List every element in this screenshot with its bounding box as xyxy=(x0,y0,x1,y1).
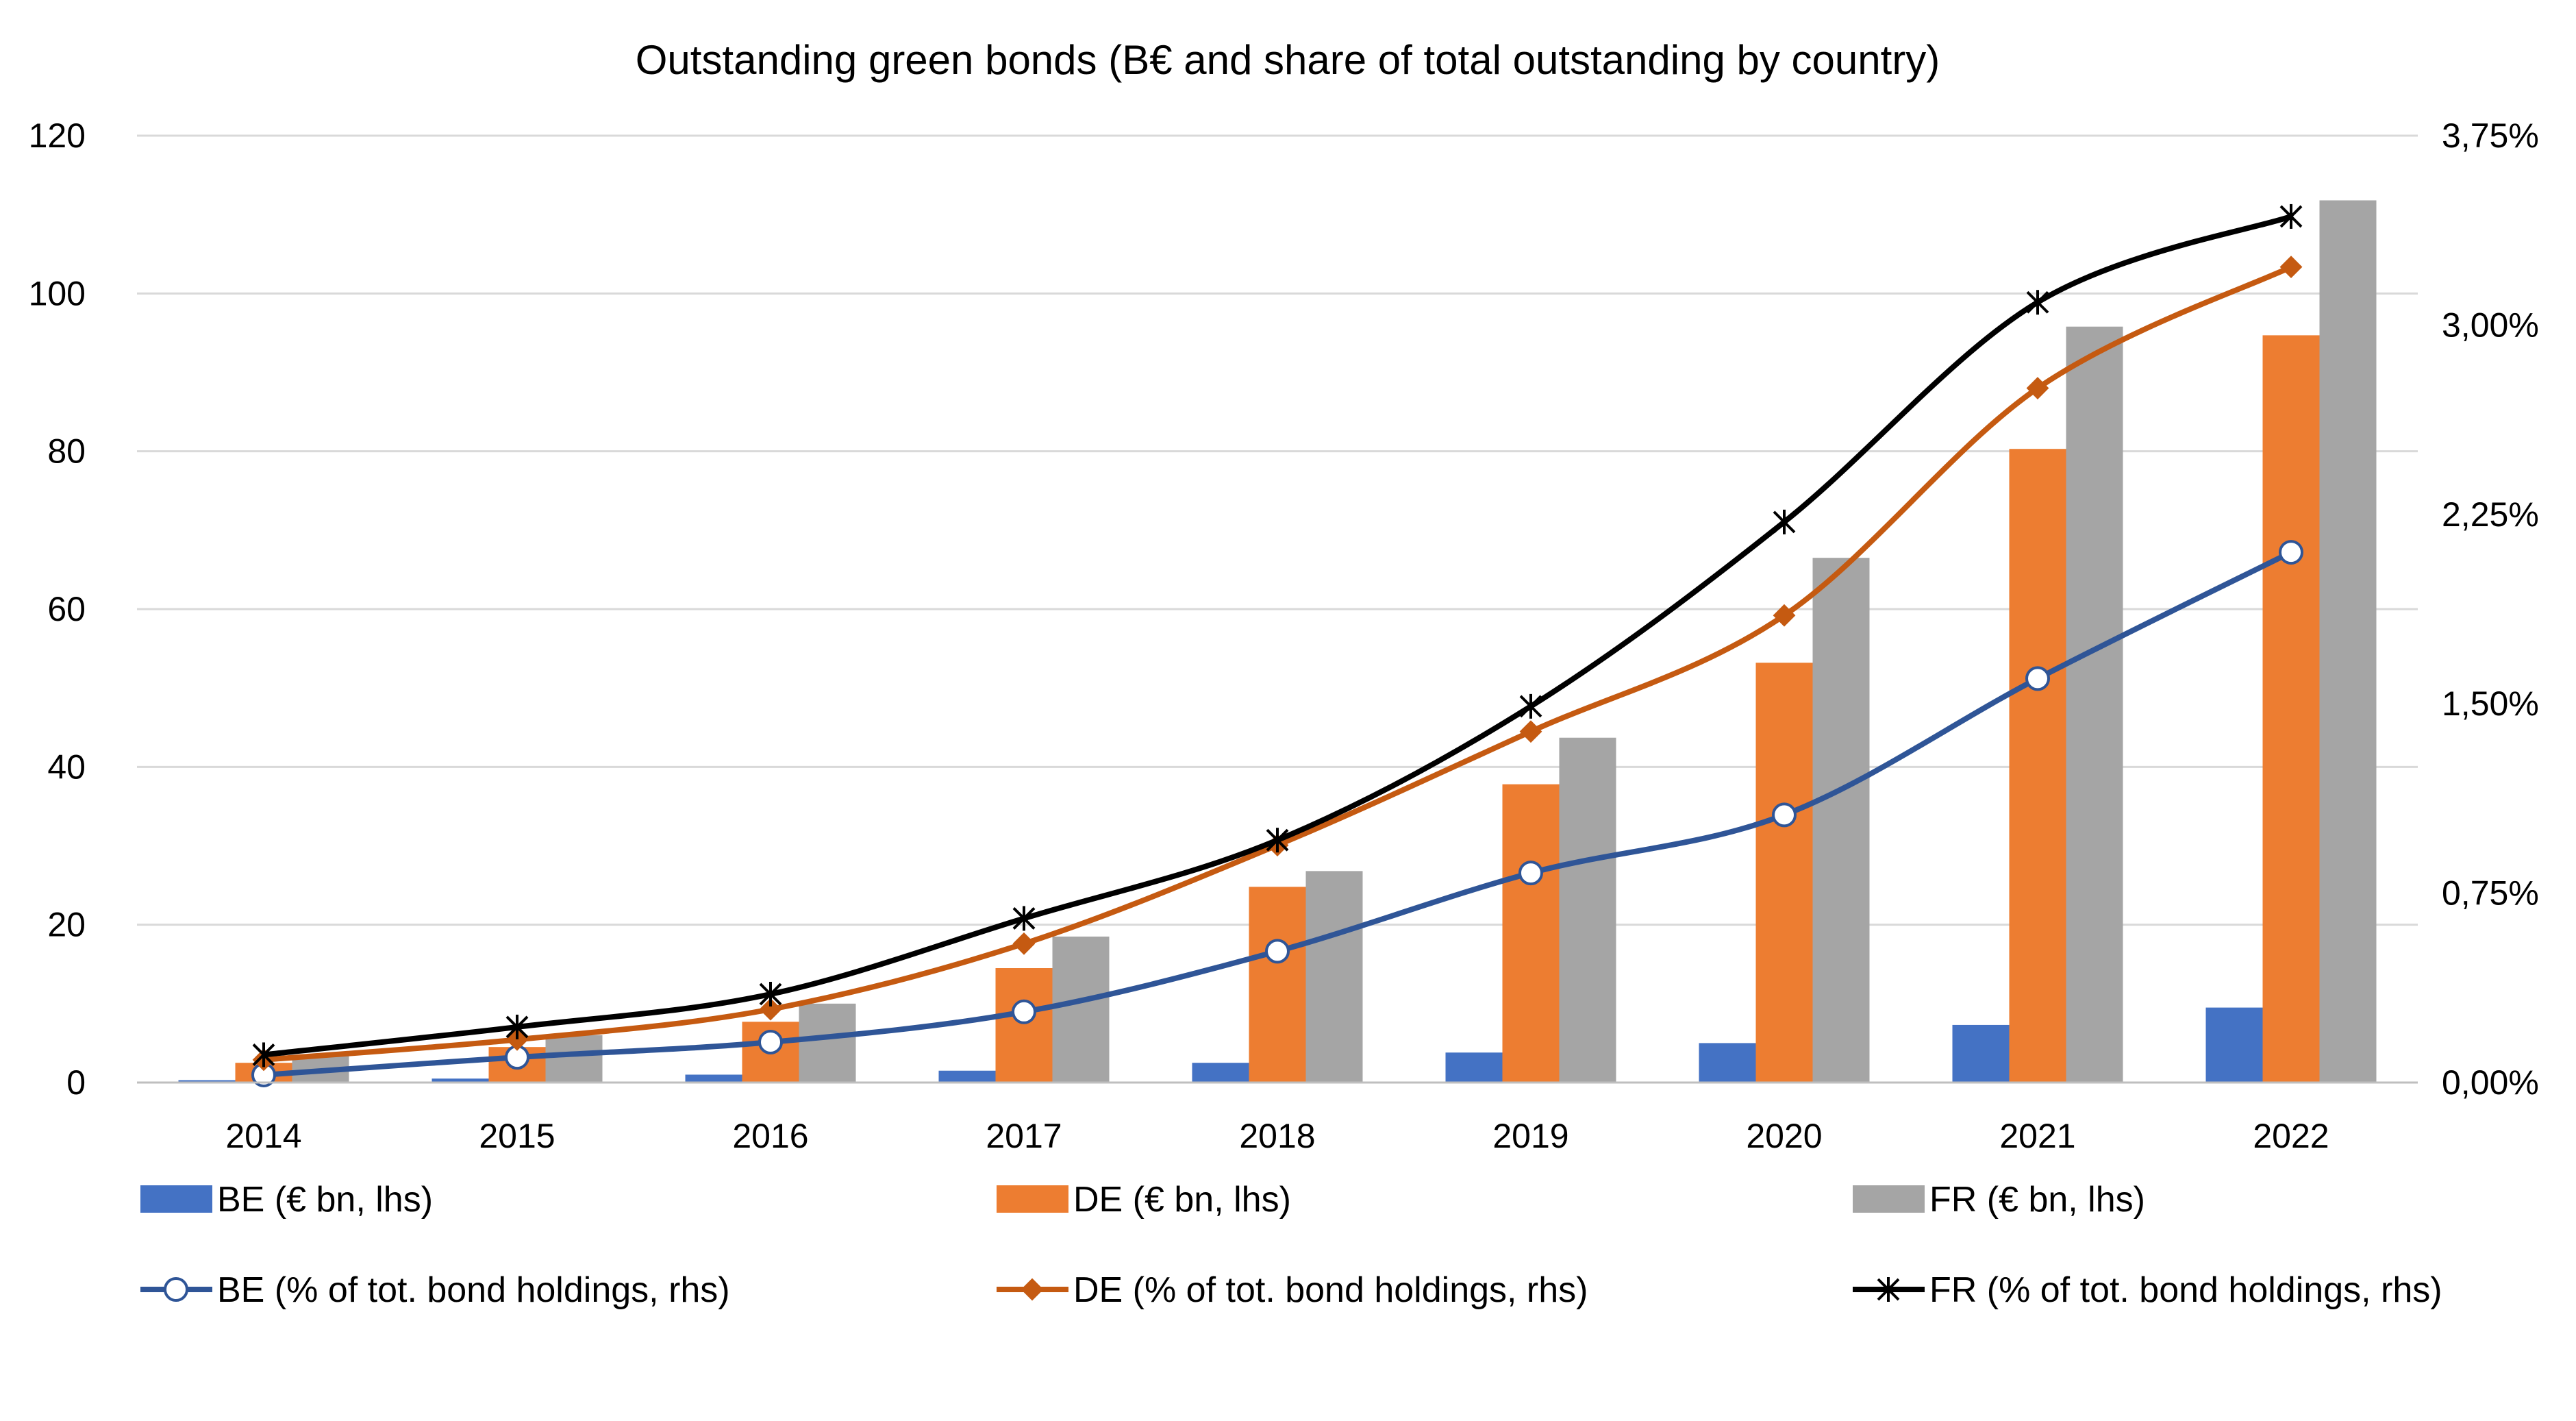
marker-BE (% of tot. bond holdings, rhs) xyxy=(1772,802,1797,828)
marker-FR (% of tot. bond holdings, rhs) xyxy=(2026,290,2049,315)
marker-FR (% of tot. bond holdings, rhs) xyxy=(1773,509,1796,534)
marker-DE (% of tot. bond holdings, rhs) xyxy=(1773,604,1796,627)
bar-FR (€ bn, lhs) xyxy=(1305,871,1363,1083)
legend-label: BE (% of tot. bond holdings, rhs) xyxy=(217,1270,730,1310)
x-tick-label: 2017 xyxy=(986,1117,1062,1155)
y-left-tick-label: 40 xyxy=(47,747,86,786)
legend-label: DE (% of tot. bond holdings, rhs) xyxy=(1073,1270,1588,1310)
legend-label: FR (% of tot. bond holdings, rhs) xyxy=(1929,1270,2442,1310)
legend-swatch xyxy=(140,1185,212,1213)
bar-DE (€ bn, lhs) xyxy=(1502,784,1560,1083)
x-tick-label: 2019 xyxy=(1492,1117,1568,1155)
marker-BE (% of tot. bond holdings, rhs) xyxy=(2279,540,2303,565)
y-left-tick-label: 0 xyxy=(66,1063,86,1102)
x-tick-label: 2015 xyxy=(479,1117,555,1155)
legend-swatch xyxy=(997,1185,1068,1213)
marker-FR (% of tot. bond holdings, rhs) xyxy=(1266,828,1289,853)
axes: 0 20 40 60 80 100 120 0,00% 0,75% 1,50% 2,25% 3,00%… xyxy=(29,116,2539,1155)
y-right-tick-label: 3,75% xyxy=(2442,116,2539,155)
bar-DE (€ bn, lhs) xyxy=(2009,449,2066,1083)
legend-marker xyxy=(1021,1278,1044,1301)
bar-FR (€ bn, lhs) xyxy=(1052,936,1110,1083)
y-right-tick-label: 0,75% xyxy=(2442,874,2539,913)
marker-DE (% of tot. bond holdings, rhs) xyxy=(759,998,782,1021)
marker-BE (% of tot. bond holdings, rhs) xyxy=(1012,999,1036,1024)
bars xyxy=(178,200,2377,1083)
line-DE (% of tot. bond holdings, rhs) xyxy=(263,264,2292,1063)
bar-DE (€ bn, lhs) xyxy=(1755,663,1813,1083)
legend-label: FR (€ bn, lhs) xyxy=(1929,1180,2145,1220)
legend-label: BE (€ bn, lhs) xyxy=(217,1180,433,1220)
marker-BE (% of tot. bond holdings, rhs) xyxy=(758,1030,783,1055)
marker-FR (% of tot. bond holdings, rhs) xyxy=(505,1014,529,1039)
series-lines xyxy=(251,203,2303,1087)
y-left-tick-label: 20 xyxy=(47,906,86,944)
chart-title: Outstanding green bonds (B€ and share of… xyxy=(636,37,1940,83)
bar-DE (€ bn, lhs) xyxy=(2262,335,2320,1083)
marker-BE (% of tot. bond holdings, rhs) xyxy=(1518,861,1543,886)
marker-FR (% of tot. bond holdings, rhs) xyxy=(1012,906,1036,931)
bar-FR (€ bn, lhs) xyxy=(1559,737,1616,1083)
bar-BE (€ bn, lhs) xyxy=(938,1070,996,1083)
legend: BE (€ bn, lhs) DE (€ bn, lhs) FR (€ bn, lh… xyxy=(140,1180,2442,1310)
legend-label: DE (€ bn, lhs) xyxy=(1073,1180,1291,1220)
bar-BE (€ bn, lhs) xyxy=(2205,1007,2263,1083)
bar-FR (€ bn, lhs) xyxy=(545,1035,603,1083)
marker-DE (% of tot. bond holdings, rhs) xyxy=(1519,720,1542,743)
bar-BE (€ bn, lhs) xyxy=(1952,1024,2010,1083)
marker-DE (% of tot. bond holdings, rhs) xyxy=(2026,377,2049,399)
marker-BE (% of tot. bond holdings, rhs) xyxy=(1265,939,1290,964)
y-right-tick-label: 0,00% xyxy=(2442,1063,2539,1102)
x-tick-label: 2018 xyxy=(1239,1117,1315,1155)
bar-DE (€ bn, lhs) xyxy=(995,968,1053,1083)
bar-DE (€ bn, lhs) xyxy=(1249,887,1306,1083)
y-right-tick-label: 3,00% xyxy=(2442,306,2539,344)
marker-FR (% of tot. bond holdings, rhs) xyxy=(2279,203,2303,229)
bar-FR (€ bn, lhs) xyxy=(2066,326,2123,1083)
marker-DE (% of tot. bond holdings, rhs) xyxy=(505,1028,529,1051)
x-tick-label: 2020 xyxy=(1746,1117,1822,1155)
y-left-tick-label: 80 xyxy=(47,432,86,471)
marker-DE (% of tot. bond holdings, rhs) xyxy=(1012,932,1036,955)
x-tick-label: 2016 xyxy=(732,1117,808,1155)
marker-FR (% of tot. bond holdings, rhs) xyxy=(759,982,782,1007)
bar-BE (€ bn, lhs) xyxy=(1699,1043,1756,1083)
y-left-tick-label: 60 xyxy=(47,590,86,628)
bar-FR (€ bn, lhs) xyxy=(799,1003,856,1083)
y-right-tick-label: 1,50% xyxy=(2442,684,2539,723)
line-FR (% of tot. bond holdings, rhs) xyxy=(263,214,2292,1058)
bar-FR (€ bn, lhs) xyxy=(1812,558,1870,1083)
bar-BE (€ bn, lhs) xyxy=(1192,1063,1249,1083)
marker-FR (% of tot. bond holdings, rhs) xyxy=(1519,693,1542,719)
x-tick-label: 2014 xyxy=(225,1117,301,1155)
marker-BE (% of tot. bond holdings, rhs) xyxy=(2025,666,2050,691)
bar-BE (€ bn, lhs) xyxy=(178,1080,236,1083)
y-left-tick-label: 100 xyxy=(29,274,86,312)
bar-BE (€ bn, lhs) xyxy=(432,1078,489,1083)
legend-swatch xyxy=(1853,1185,1925,1213)
x-tick-label: 2022 xyxy=(2253,1117,2329,1155)
marker-DE (% of tot. bond holdings, rhs) xyxy=(2279,256,2303,279)
y-right-tick-label: 2,25% xyxy=(2442,495,2539,534)
bar-BE (€ bn, lhs) xyxy=(685,1074,742,1083)
bar-BE (€ bn, lhs) xyxy=(1445,1052,1503,1083)
legend-marker xyxy=(1877,1277,1900,1302)
x-tick-label: 2021 xyxy=(1999,1117,2075,1155)
bar-FR (€ bn, lhs) xyxy=(2319,200,2377,1083)
y-left-tick-label: 120 xyxy=(29,116,86,155)
marker-FR (% of tot. bond holdings, rhs) xyxy=(252,1042,275,1067)
legend-marker xyxy=(164,1277,188,1302)
